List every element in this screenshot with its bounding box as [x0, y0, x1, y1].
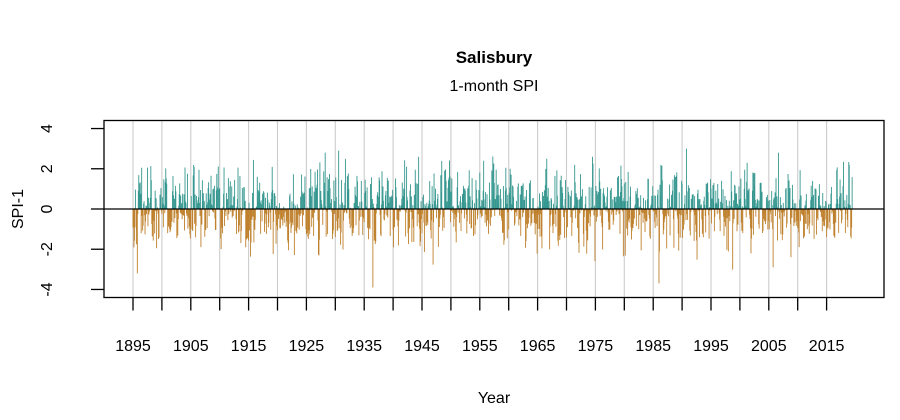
- chart-subtitle: 1-month SPI: [449, 78, 539, 95]
- x-tick-label: 1905: [173, 338, 209, 355]
- positive-bars: [134, 148, 853, 209]
- x-axis-label: Year: [477, 390, 511, 407]
- x-tick-label: 1925: [289, 338, 325, 355]
- y-tick-label: -2: [39, 242, 56, 256]
- x-tick-label: 1995: [693, 338, 729, 355]
- negative-bars: [132, 209, 853, 288]
- y-tick-label: 0: [39, 204, 56, 213]
- x-tick-label: 1955: [462, 338, 498, 355]
- x-tick-label: 1975: [578, 338, 614, 355]
- y-tick-label: -4: [39, 282, 56, 296]
- x-tick-label: 1915: [231, 338, 267, 355]
- x-tick-label: 1895: [115, 338, 151, 355]
- x-tick-label: 2015: [809, 338, 845, 355]
- chart-title: Salisbury: [455, 48, 533, 67]
- x-tick-label: 2005: [751, 338, 787, 355]
- x-tick-label: 1935: [346, 338, 382, 355]
- y-tick-label: 2: [39, 164, 56, 173]
- x-tick-label: 1985: [635, 338, 671, 355]
- x-tick-label: 1945: [404, 338, 440, 355]
- x-tick-label: 1965: [520, 338, 556, 355]
- y-tick-label: 4: [39, 124, 56, 133]
